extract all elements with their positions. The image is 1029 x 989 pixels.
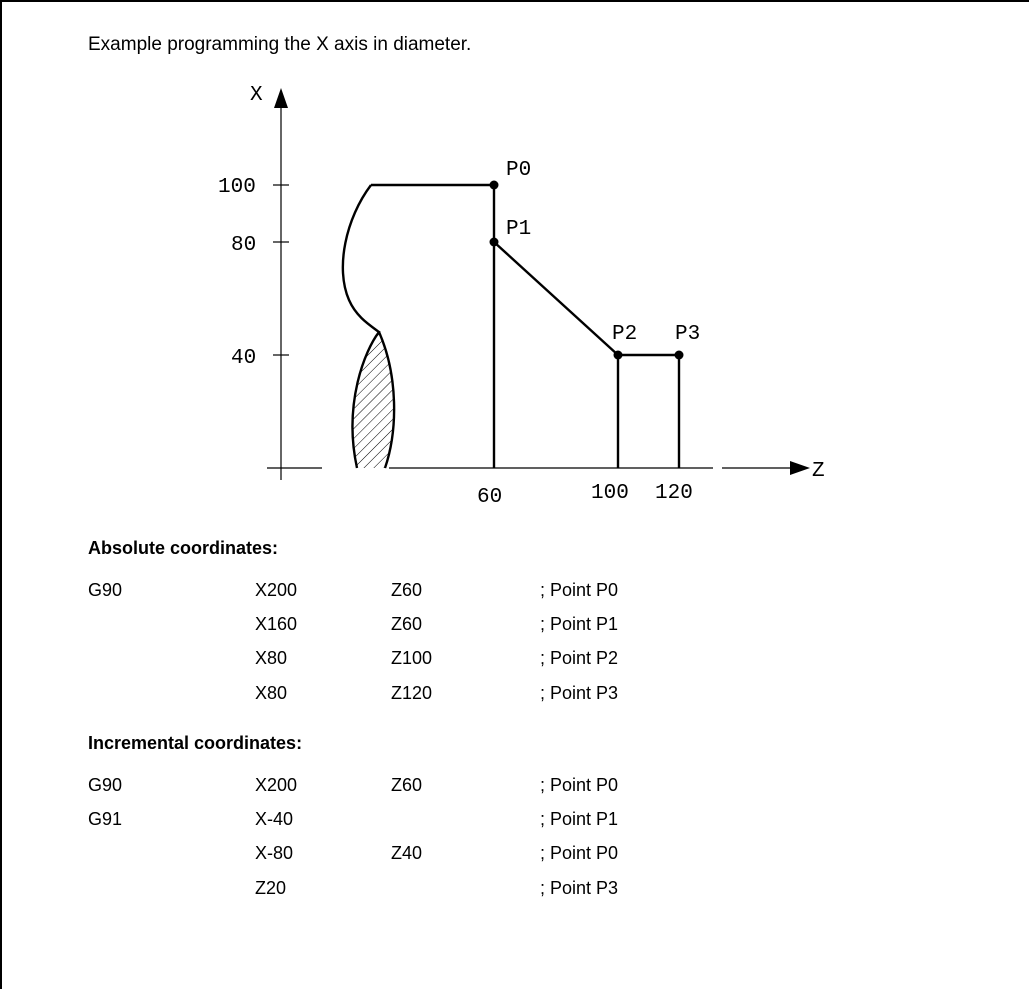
x-axis-arrow (274, 88, 288, 108)
hatched-section-outline (377, 331, 396, 469)
row-comment: ; Point P1 (540, 614, 619, 634)
row-x-value: X80 (255, 648, 288, 668)
absolute-coordinates-title: Absolute coordinates: (88, 538, 279, 558)
row-z-value: Z40 (391, 843, 423, 863)
incremental-coordinates-title: Incremental coordinates: (88, 733, 303, 753)
point-p2-dot (613, 350, 623, 360)
point-p0-label: P0 (506, 159, 531, 182)
point-p1-dot (489, 237, 499, 247)
row-x-value: X80 (255, 683, 288, 703)
row-comment: ; Point P0 (540, 580, 619, 600)
z-axis-arrow (790, 461, 810, 475)
row-g-code: G90 (88, 775, 123, 795)
x-tick-label-40: 40 (231, 347, 256, 370)
row-comment: ; Point P2 (540, 648, 619, 668)
row-comment: ; Point P0 (540, 843, 619, 863)
point-p0-dot (489, 180, 499, 190)
point-p3-dot (674, 350, 684, 360)
z-tick-label-100: 100 (591, 482, 629, 505)
intro-text: Example programming the X axis in diamet… (88, 34, 472, 55)
row-z-value: Z60 (391, 775, 423, 795)
taper-line (493, 241, 619, 356)
row-z-value: Z120 (391, 683, 433, 703)
row-x-value: X160 (255, 614, 298, 634)
row-z-value: Z60 (391, 614, 423, 634)
x-tick-label-80: 80 (231, 234, 256, 257)
coordinate-diagram: X Z 100 80 40 60 100 120 P0 P1 P2 P3 (218, 84, 825, 509)
row-comment: ; Point P1 (540, 809, 619, 829)
z-tick-label-60: 60 (477, 486, 502, 509)
hatched-section (352, 332, 395, 468)
point-p2-label: P2 (612, 323, 637, 346)
row-g-code: G91 (88, 809, 123, 829)
row-x-value: Z20 (255, 878, 287, 898)
x-tick-label-100: 100 (218, 176, 256, 199)
row-comment: ; Point P0 (540, 775, 619, 795)
z-axis-label: Z (812, 460, 825, 483)
x-axis-label: X (250, 84, 263, 107)
row-comment: ; Point P3 (540, 683, 619, 703)
row-x-value: X-40 (255, 809, 294, 829)
row-g-code: G90 (88, 580, 123, 600)
row-z-value: Z100 (391, 648, 433, 668)
point-p1-label: P1 (506, 218, 531, 241)
row-z-value: Z60 (391, 580, 423, 600)
z-tick-label-120: 120 (655, 482, 693, 505)
row-comment: ; Point P3 (540, 878, 619, 898)
part-profile-curve (341, 184, 381, 469)
point-p3-label: P3 (675, 323, 700, 346)
row-x-value: X200 (255, 580, 298, 600)
row-x-value: X-80 (255, 843, 294, 863)
row-x-value: X200 (255, 775, 298, 795)
